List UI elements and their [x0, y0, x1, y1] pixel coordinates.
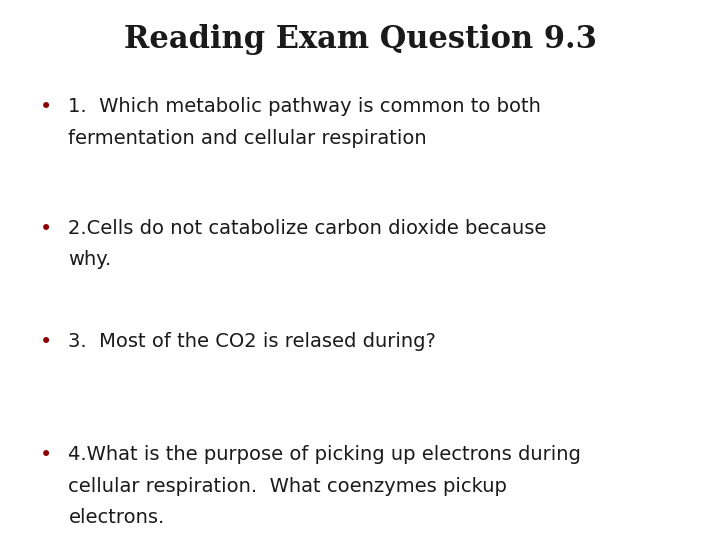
Text: •: •: [40, 97, 52, 117]
Text: 4.What is the purpose of picking up electrons during: 4.What is the purpose of picking up elec…: [68, 446, 581, 464]
Text: 3.  Most of the CO2 is relased during?: 3. Most of the CO2 is relased during?: [68, 332, 436, 351]
Text: electrons.: electrons.: [68, 508, 165, 527]
Text: •: •: [40, 446, 52, 465]
Text: •: •: [40, 332, 52, 352]
Text: why.: why.: [68, 250, 112, 269]
Text: 2.Cells do not catabolize carbon dioxide because: 2.Cells do not catabolize carbon dioxide…: [68, 219, 546, 238]
Text: •: •: [40, 219, 52, 239]
Text: fermentation and cellular respiration: fermentation and cellular respiration: [68, 129, 427, 147]
Text: 1.  Which metabolic pathway is common to both: 1. Which metabolic pathway is common to …: [68, 97, 541, 116]
Text: Reading Exam Question 9.3: Reading Exam Question 9.3: [124, 24, 596, 55]
Text: cellular respiration.  What coenzymes pickup: cellular respiration. What coenzymes pic…: [68, 477, 508, 496]
